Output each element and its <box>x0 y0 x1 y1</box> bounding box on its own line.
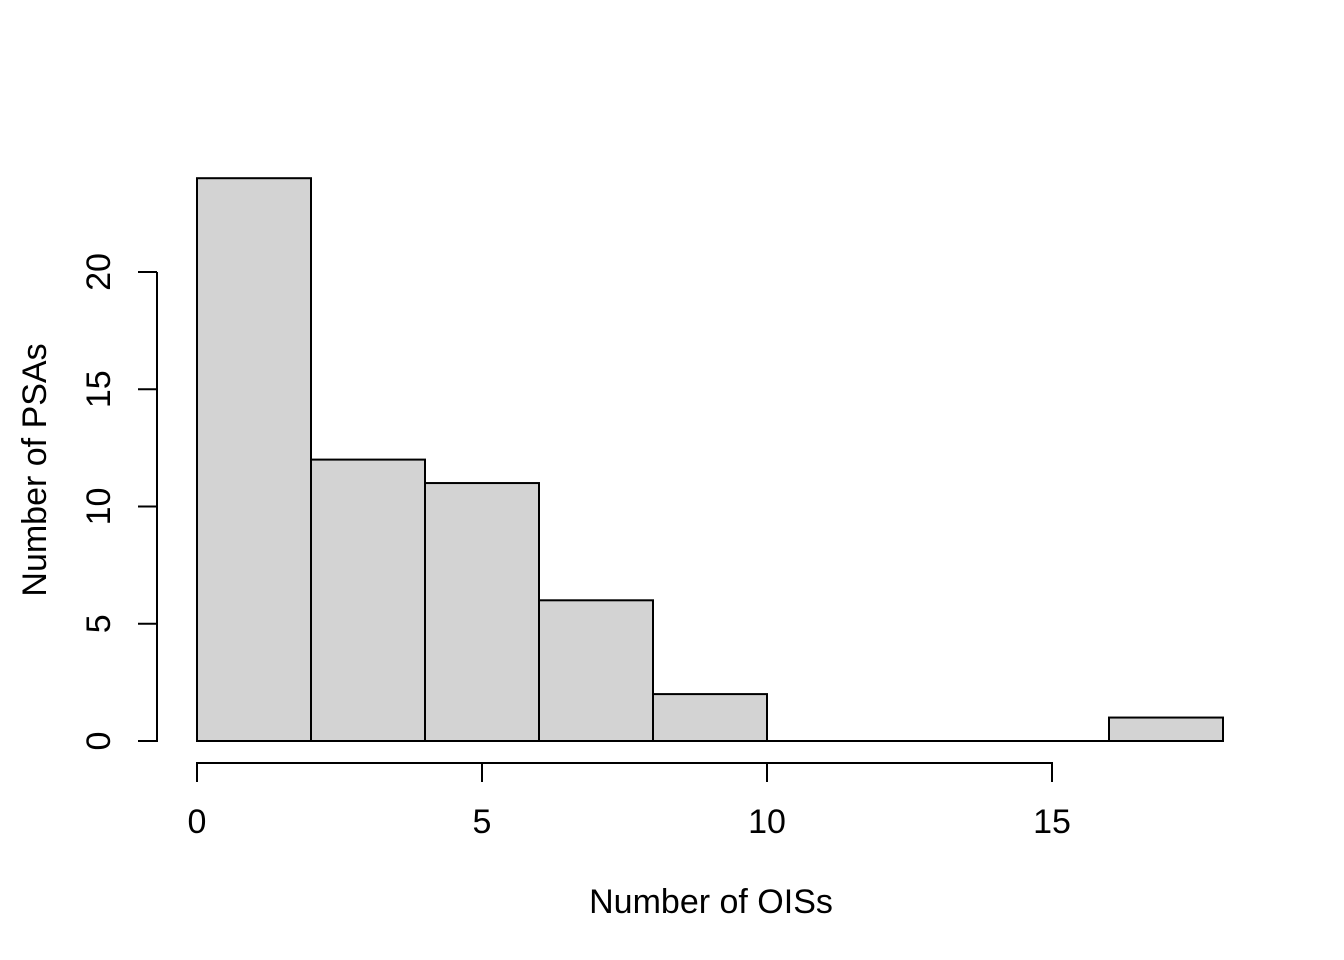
histogram-bar <box>652 693 768 742</box>
histogram-bar <box>538 599 654 742</box>
y-tick-label: 10 <box>80 488 118 526</box>
histogram-bar <box>196 177 312 742</box>
x-tick-label: 5 <box>473 803 492 841</box>
y-tick-label: 5 <box>80 614 118 633</box>
histogram-bar <box>424 482 540 742</box>
histogram-bar <box>1108 716 1224 742</box>
y-tick-label: 15 <box>80 370 118 408</box>
histogram-bar <box>310 458 426 742</box>
x-axis-title: Number of OISs <box>589 883 833 921</box>
y-tick-label: 20 <box>80 253 118 291</box>
y-axis-title: Number of PSAs <box>16 343 54 596</box>
x-tick-label: 0 <box>188 803 207 841</box>
y-tick-label: 0 <box>80 732 118 751</box>
axes: 0 5 10 15 20 0 5 10 15 <box>80 253 1071 841</box>
x-tick-label: 15 <box>1033 803 1071 841</box>
x-tick-label: 10 <box>748 803 786 841</box>
histogram-bars <box>196 177 1224 742</box>
